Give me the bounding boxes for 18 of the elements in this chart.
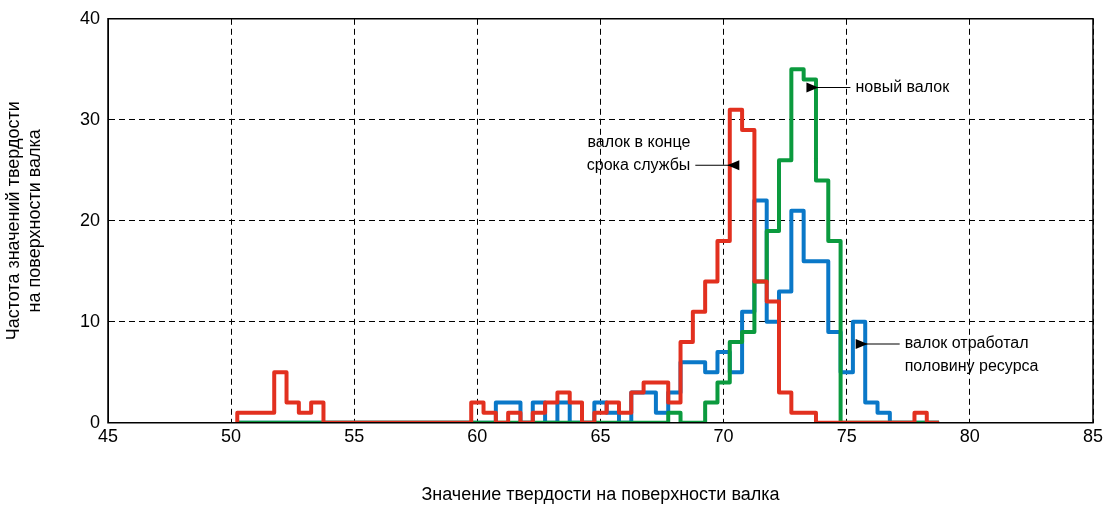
x-tick-label: 60 (467, 425, 488, 446)
y-tick-label: 10 (79, 310, 100, 331)
x-tick-label: 55 (344, 425, 365, 446)
y-tick-label: 0 (89, 411, 100, 432)
x-tick-label: 75 (836, 425, 857, 446)
y-tick-label: 30 (79, 108, 100, 129)
y-tick-label: 20 (79, 209, 100, 230)
text: новый валок (855, 77, 951, 95)
x-tick-label: 50 (221, 425, 242, 446)
y-tick-label: 40 (79, 7, 100, 28)
text: валок отработал половину ресурса (904, 334, 1039, 375)
x-tick-label: 85 (1082, 425, 1104, 446)
text: валок в конце срока службы (586, 132, 691, 173)
x-axis-title: Значение твердости на поверхности валка (421, 484, 781, 505)
y-axis-title: Частота значений твердости на поверхности валка (3, 101, 45, 341)
x-tick-label: 70 (713, 425, 734, 446)
x-tick-label: 65 (590, 425, 611, 446)
x-tick-label: 80 (959, 425, 980, 446)
